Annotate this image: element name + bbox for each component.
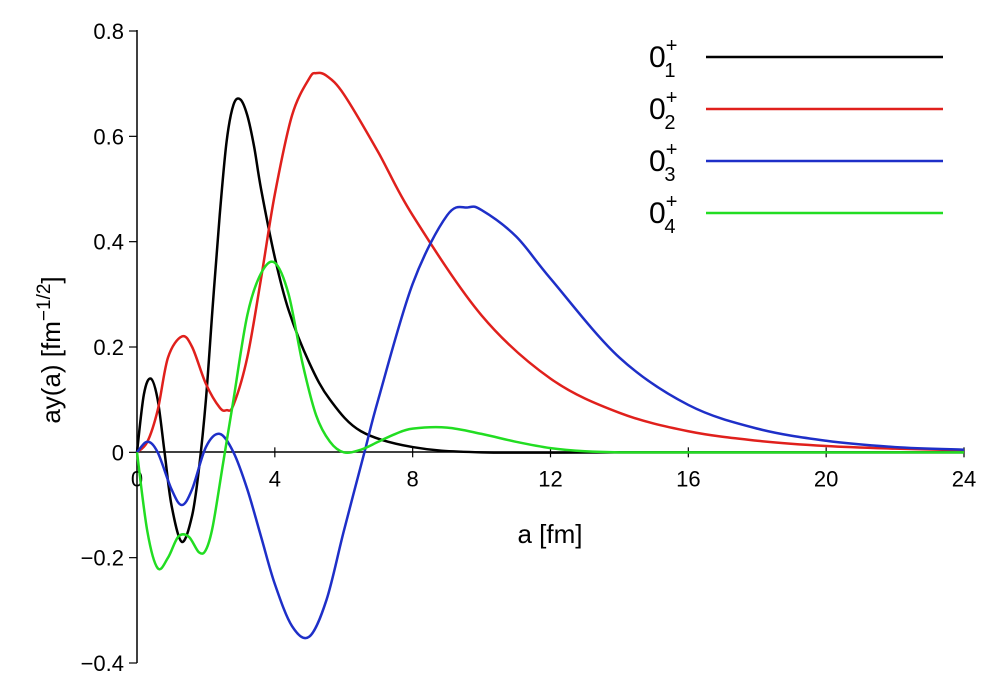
x-tick-label: 20 [814, 466, 838, 491]
y-tick-label: −0.2 [81, 546, 124, 571]
y-tick-label: 0.8 [93, 19, 124, 44]
ticks: 0 4 8 12 16 20 24−0.4−0.200.20.40.60.8 [81, 19, 977, 676]
x-tick-label: 16 [676, 466, 700, 491]
legend-label: 0+ 4 [649, 191, 677, 238]
x-tick-label: 12 [538, 466, 562, 491]
x-tick-label: 8 [407, 466, 419, 491]
x-tick-label: 4 [269, 466, 281, 491]
legend-label: 0+ 3 [649, 139, 677, 186]
y-tick-label: 0.4 [93, 230, 124, 255]
legend-item-4: 0+ 4 [649, 191, 943, 238]
y-axis-label-close: ] [36, 276, 66, 283]
legend-item-1: 0+ 1 [649, 35, 943, 82]
y-tick-label: 0 [112, 440, 124, 465]
x-axis-label: a [fm] [517, 519, 582, 549]
legend-label: 0+ 2 [649, 87, 677, 134]
x-tick-label: 24 [952, 466, 976, 491]
legend: 0+ 1 0+ 2 0+ 3 0+ 4 [649, 35, 943, 238]
y-axis-label: ay(a) [fm−1/2] [34, 276, 66, 423]
legend-label: 0+ 1 [649, 35, 677, 82]
series-line-1 [135, 97, 964, 544]
series-layer [135, 71, 965, 640]
y-tick-label: 0.2 [93, 335, 124, 360]
y-tick-label: 0.6 [93, 124, 124, 149]
y-axis-label-sup: −1/2 [34, 284, 55, 322]
legend-item-3: 0+ 3 [649, 139, 943, 186]
y-axis-label-main: ay(a) [fm [36, 321, 66, 424]
axes [136, 30, 964, 663]
series-line-3 [136, 205, 965, 640]
series-line-4 [135, 260, 964, 571]
legend-item-2: 0+ 2 [649, 87, 943, 134]
series-line-2 [136, 71, 965, 454]
y-tick-label: −0.4 [81, 651, 124, 676]
